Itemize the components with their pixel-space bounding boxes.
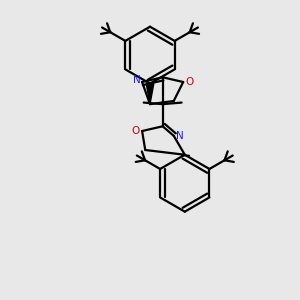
Polygon shape — [146, 84, 154, 104]
Text: O: O — [132, 126, 140, 136]
Text: N: N — [176, 131, 184, 141]
Text: O: O — [185, 77, 194, 87]
Text: N: N — [133, 75, 140, 85]
